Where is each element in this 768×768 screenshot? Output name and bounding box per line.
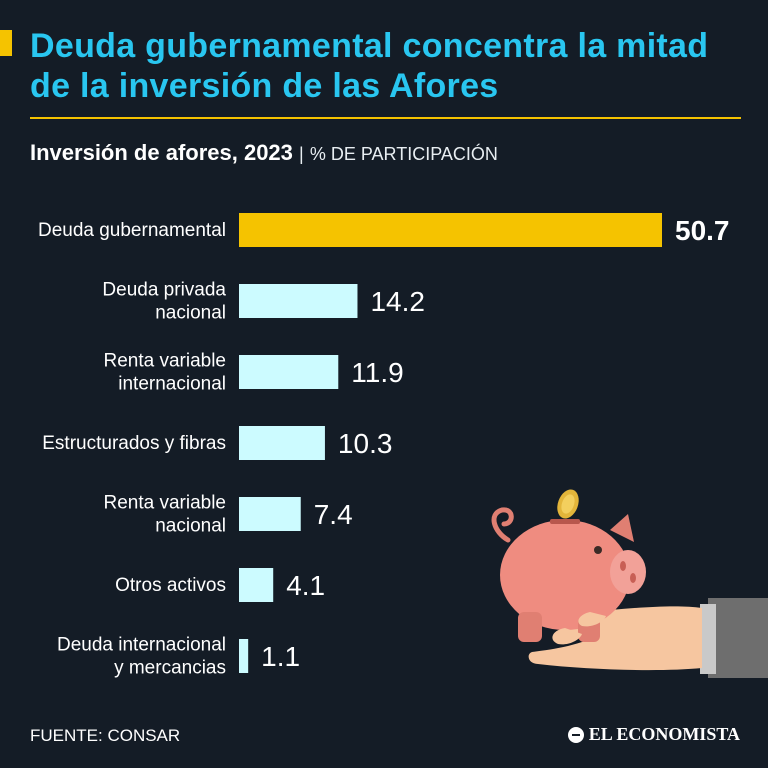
category-label-line: Estructurados y fibras xyxy=(42,433,226,454)
value-label: 1.1 xyxy=(261,641,300,672)
value-label: 4.1 xyxy=(286,570,325,601)
bar xyxy=(239,284,358,318)
category-label-line: Otros activos xyxy=(115,575,226,596)
subtitle-unit: % DE PARTICIPACIÓN xyxy=(309,144,498,164)
bar xyxy=(239,213,662,247)
category-label-line: Renta variable xyxy=(103,493,226,514)
bar xyxy=(239,568,274,602)
category-label-line: Deuda privada xyxy=(102,280,226,301)
value-label: 14.2 xyxy=(370,286,425,317)
category-label: Estructurados y fibras xyxy=(42,433,226,454)
title-divider xyxy=(30,117,741,119)
brand-logo-icon xyxy=(567,726,584,743)
subtitle-main: Inversión de afores, 2023 xyxy=(30,140,293,165)
category-label-line: Deuda gubernamental xyxy=(38,220,226,241)
title-accent-block xyxy=(0,30,12,56)
category-label-line: nacional xyxy=(155,303,226,324)
category-label-line: Deuda internacional xyxy=(57,635,226,656)
category-label: Otros activos xyxy=(115,575,226,596)
value-label: 11.9 xyxy=(351,357,403,388)
category-label: Renta variable internacional xyxy=(103,351,226,395)
category-label-line: nacional xyxy=(155,516,226,537)
source-note: FUENTE: CONSAR xyxy=(30,726,181,745)
category-label: Deuda gubernamental xyxy=(38,220,226,241)
value-label: 50.7 xyxy=(675,215,730,246)
publisher-brand: EL ECONOMISTA xyxy=(567,724,740,745)
headline: Deuda gubernamental concentra la mitad d… xyxy=(30,27,709,105)
subtitle-separator: | xyxy=(299,144,304,164)
bar xyxy=(239,497,301,531)
value-label: 7.4 xyxy=(314,499,353,530)
category-label-line: Renta variable xyxy=(103,351,226,372)
value-label: 10.3 xyxy=(338,428,393,459)
bar xyxy=(239,639,249,673)
category-label-line: y mercancias xyxy=(114,658,226,679)
category-label: Deuda internacional y mercancias xyxy=(57,635,226,679)
category-label: Renta variable nacional xyxy=(103,493,226,537)
piggy-bank-in-hand-illustration xyxy=(491,489,768,678)
bar xyxy=(239,355,339,389)
chart-subtitle: Inversión de afores, 2023 | % DE PARTICI… xyxy=(30,140,498,167)
brand-name: EL ECONOMISTA xyxy=(588,724,740,744)
category-label: Deuda privada nacional xyxy=(102,280,226,324)
bar xyxy=(239,426,325,460)
category-label-line: internacional xyxy=(118,374,226,395)
